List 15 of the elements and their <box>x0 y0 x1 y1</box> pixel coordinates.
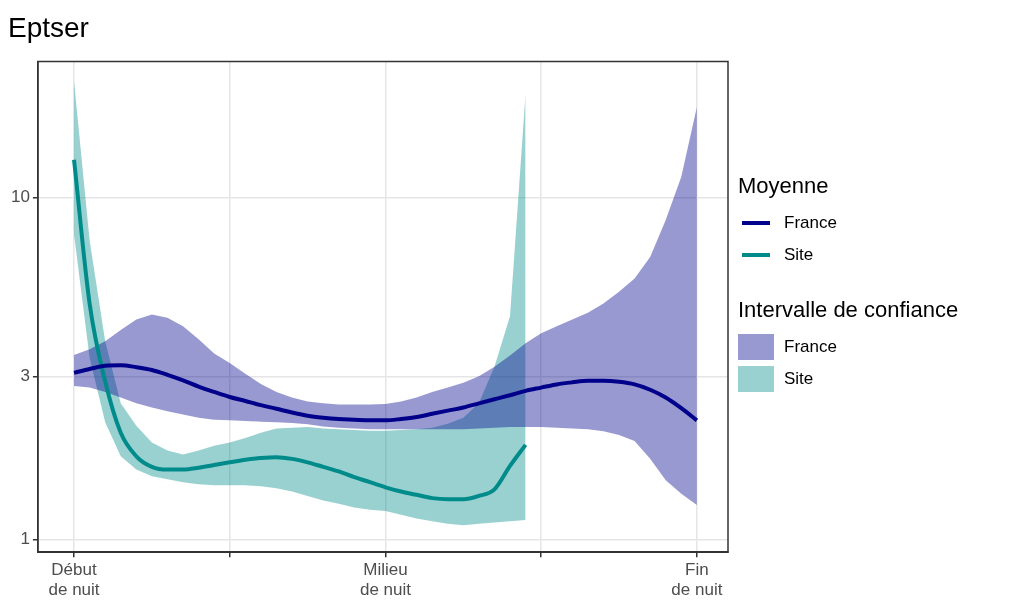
legend-label: France <box>784 337 837 357</box>
text: France <box>784 213 837 232</box>
text: Intervalle de confiance <box>738 297 959 323</box>
x-tick-label: Fin de nuit <box>671 560 723 600</box>
line-series <box>72 363 699 423</box>
line-series <box>72 157 528 502</box>
legend-title: Moyenne <box>738 173 830 199</box>
legend-label: Site <box>784 245 814 265</box>
text: Site <box>784 369 814 388</box>
chart-title: Eptser <box>8 11 89 43</box>
y-tick-label: 10 <box>10 187 30 207</box>
x-tick-label: Début de nuit <box>48 560 100 600</box>
y-tick-label: 1 <box>20 529 30 549</box>
y-tick-label: 3 <box>20 365 30 385</box>
x-tick-label: Milieu de nuit <box>359 560 412 600</box>
